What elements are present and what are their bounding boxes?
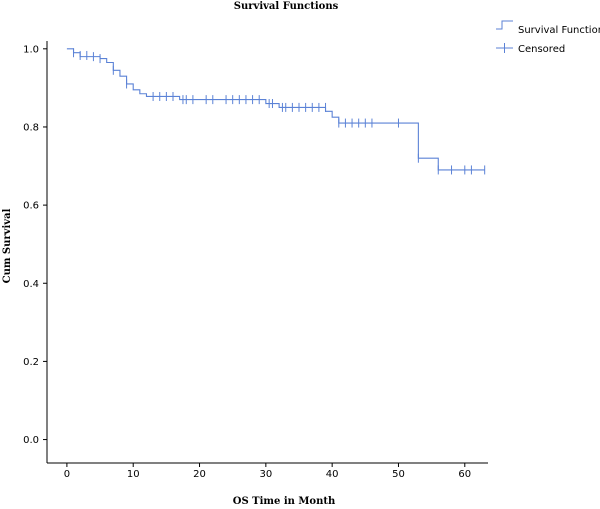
y-tick-label: 0.0 [23,435,39,446]
y-axis-ticks: 0.0 0.2 0.4 0.6 0.8 1.0 [23,44,47,446]
x-tick-label: 30 [259,469,272,480]
y-axis-label: Cum Survival [2,208,13,283]
x-tick-label: 10 [127,469,140,480]
y-tick-label: 0.8 [23,122,39,133]
legend-label-censored: Censored [518,44,565,55]
legend-item-censored: Censored [496,43,565,55]
series-layer [66,48,485,171]
legend: Survival Function Censored [496,20,600,55]
legend-label-survival-function: Survival Function [518,25,600,36]
x-axis-ticks: 0 10 20 30 40 50 60 [64,463,471,480]
x-tick-label: 20 [193,469,206,480]
legend-item-survival-function: Survival Function [496,20,600,36]
y-tick-label: 0.2 [23,357,39,368]
legend-censor-icon [496,43,513,53]
x-tick-label: 0 [64,469,70,480]
x-tick-label: 40 [326,469,339,480]
x-tick-label: 50 [392,469,405,480]
chart-title: Survival Functions [234,1,339,12]
legend-step-icon [496,20,513,30]
y-tick-label: 0.6 [23,201,39,212]
censor-layer [73,48,486,175]
x-axis-label: OS Time in Month [233,496,336,507]
y-tick-label: 1.0 [23,44,39,55]
y-tick-label: 0.4 [23,279,39,290]
x-tick-label: 60 [458,469,471,480]
survival-function-line [66,48,485,171]
